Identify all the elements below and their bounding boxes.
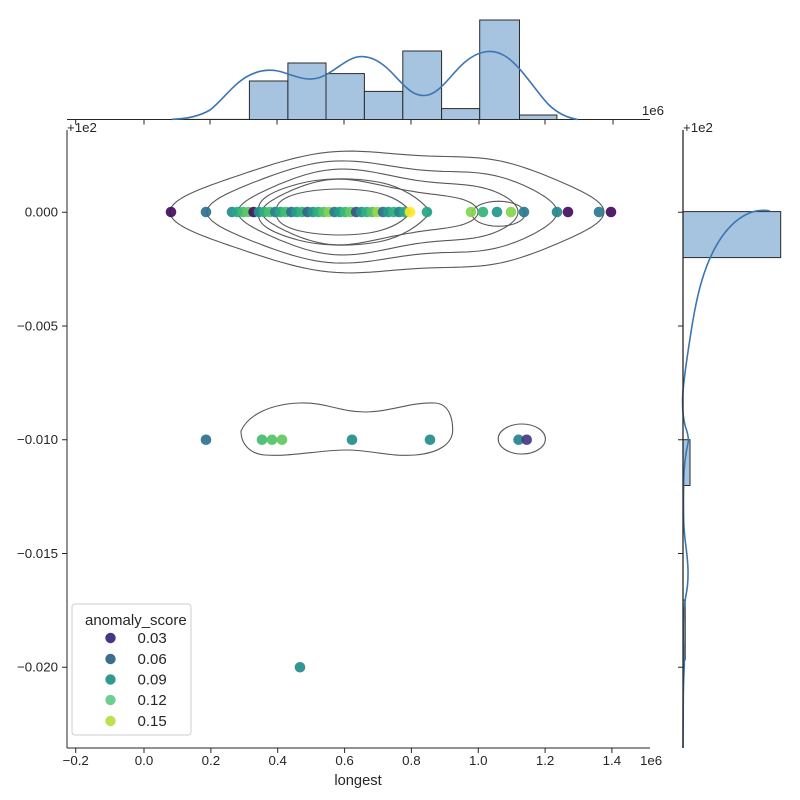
svg-text:1e6: 1e6: [642, 103, 664, 118]
svg-text:0.06: 0.06: [138, 651, 167, 668]
svg-text:+1e2: +1e2: [683, 120, 713, 135]
svg-text:0.03: 0.03: [138, 630, 167, 647]
svg-text:−0.010: −0.010: [17, 432, 58, 447]
svg-text:longest: longest: [334, 773, 381, 789]
svg-text:0.0: 0.0: [135, 753, 154, 768]
svg-text:1.0: 1.0: [469, 753, 488, 768]
svg-text:−0.005: −0.005: [17, 319, 58, 334]
svg-text:−0.015: −0.015: [17, 546, 58, 561]
svg-text:0.4: 0.4: [268, 753, 287, 768]
svg-text:0.8: 0.8: [402, 753, 421, 768]
svg-text:1.4: 1.4: [603, 753, 622, 768]
svg-text:−0.020: −0.020: [17, 660, 58, 675]
svg-text:0.6: 0.6: [335, 753, 354, 768]
svg-text:+1e2: +1e2: [67, 120, 97, 135]
svg-text:0.2: 0.2: [202, 753, 221, 768]
svg-text:0.15: 0.15: [138, 713, 167, 730]
svg-text:−0.2: −0.2: [63, 753, 89, 768]
svg-text:1.2: 1.2: [536, 753, 555, 768]
svg-text:1e6: 1e6: [640, 753, 662, 768]
svg-text:0.12: 0.12: [138, 692, 167, 709]
svg-text:0.000: 0.000: [25, 205, 58, 220]
svg-text:anomaly_score: anomaly_score: [85, 612, 187, 629]
svg-text:0.09: 0.09: [138, 672, 167, 689]
